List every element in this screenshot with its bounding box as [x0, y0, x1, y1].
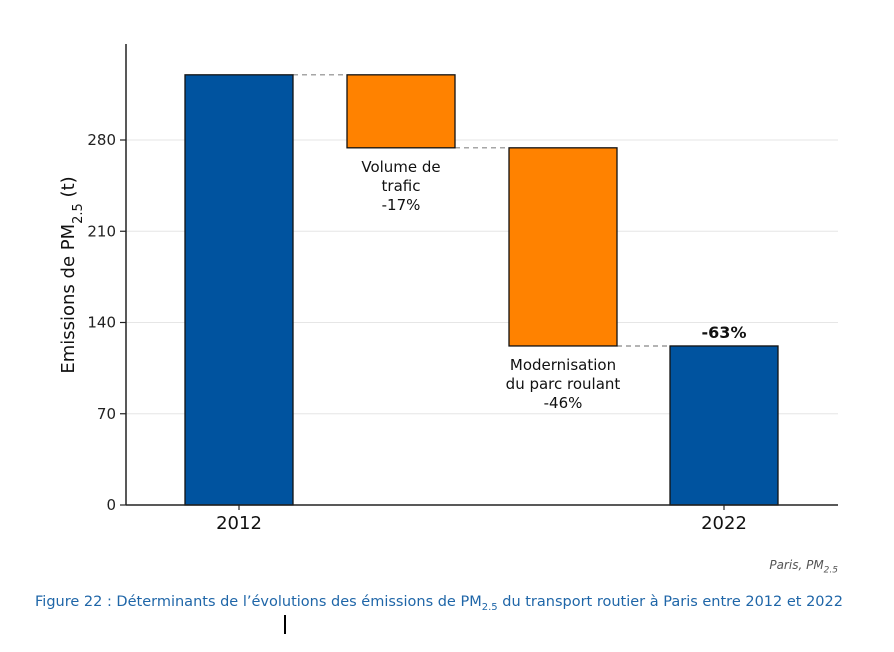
- source-note: Paris, PM2.5: [769, 558, 838, 576]
- figure-caption: Figure 22 : Déterminants de l’évolutions…: [35, 594, 843, 613]
- text-cursor: [284, 615, 286, 634]
- x-tick-label: 2022: [701, 513, 747, 534]
- y-tick-label: 280: [87, 131, 116, 149]
- step-label-line: Volume de: [361, 158, 440, 176]
- total-change-label: -63%: [702, 323, 747, 342]
- step-label-line: du parc roulant: [506, 375, 621, 393]
- y-tick-label: 210: [87, 222, 116, 240]
- connector-lines: [293, 74, 670, 347]
- step-label-line: -17%: [382, 196, 421, 214]
- category-labels: 2012 2022: [216, 513, 747, 534]
- y-tick-label: 140: [87, 314, 116, 332]
- y-tick-label: 70: [97, 405, 116, 423]
- bar-2022: [669, 345, 779, 506]
- y-tick-labels: 0 70 140 210 280: [87, 131, 126, 514]
- step-label-line: Modernisation: [510, 356, 616, 374]
- bar-2012: [184, 74, 294, 506]
- step-label-line: trafic: [382, 177, 421, 195]
- bars: [184, 74, 779, 506]
- axes: [125, 44, 838, 510]
- y-tick-label: 0: [106, 496, 116, 514]
- y-axis-label: Emissions de PM2.5 (t): [58, 176, 86, 373]
- bar-step-2: [508, 147, 618, 347]
- waterfall-chart: 0 70 140 210 280 2012 2022 Volume detrafic-17…: [58, 44, 838, 534]
- x-tick-label: 2012: [216, 513, 262, 534]
- step-label-line: -46%: [544, 394, 583, 412]
- bar-step-1: [346, 74, 456, 149]
